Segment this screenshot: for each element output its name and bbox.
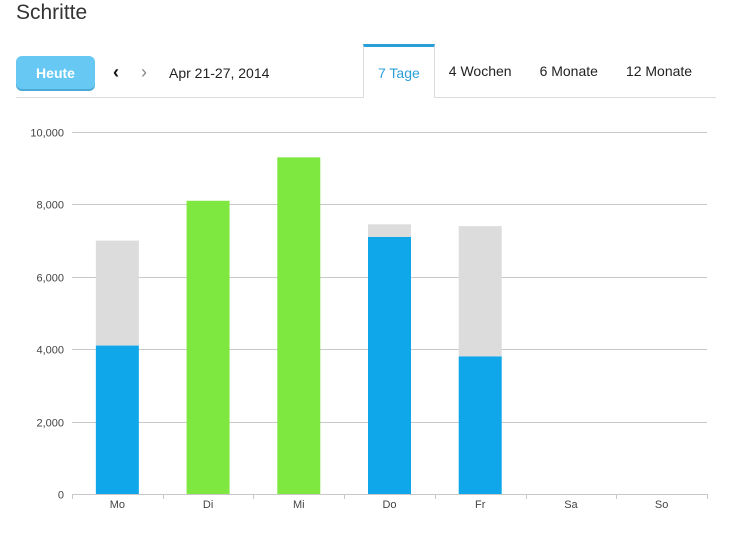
period-tabs: 7 Tage 4 Wochen 6 Monate 12 Monate [363, 44, 706, 98]
y-tick-label: 0 [58, 490, 64, 502]
steps-bar [277, 157, 321, 494]
y-tick-label: 4,000 [36, 345, 64, 357]
x-tick-label: Mo [110, 499, 125, 511]
page-title: Schritte [16, 1, 88, 24]
steps-bar [458, 356, 502, 494]
x-tick-label: Mi [293, 499, 305, 511]
tab-4-wochen[interactable]: 4 Wochen [448, 63, 512, 79]
x-tick-label: Fr [475, 499, 486, 511]
date-range-label: Apr 21-27, 2014 [169, 65, 270, 81]
y-tick-label: 2,000 [36, 418, 64, 430]
y-tick-label: 8,000 [36, 200, 64, 212]
x-tick-label: So [655, 499, 668, 511]
steps-bar [95, 345, 139, 494]
goal-remaining-bar [458, 226, 502, 357]
x-tick-label: Di [203, 499, 213, 511]
x-tick-label: Do [382, 499, 396, 511]
goal-remaining-bar [95, 240, 139, 346]
y-tick-label: 10,000 [30, 128, 64, 140]
steps-bar [368, 236, 411, 495]
today-button[interactable]: Heute [16, 56, 95, 89]
goal-remaining-bar [368, 224, 411, 237]
tab-6-monate[interactable]: 6 Monate [539, 63, 598, 79]
chevron-left-icon[interactable]: ‹ [113, 62, 119, 82]
tab-12-monate[interactable]: 12 Monate [625, 63, 693, 79]
chevron-right-icon[interactable]: › [141, 62, 147, 82]
y-tick-label: 6,000 [36, 273, 64, 285]
tab-7-tage[interactable]: 7 Tage [363, 44, 435, 98]
x-tick-label: Sa [564, 499, 578, 511]
steps-bar [186, 200, 230, 494]
